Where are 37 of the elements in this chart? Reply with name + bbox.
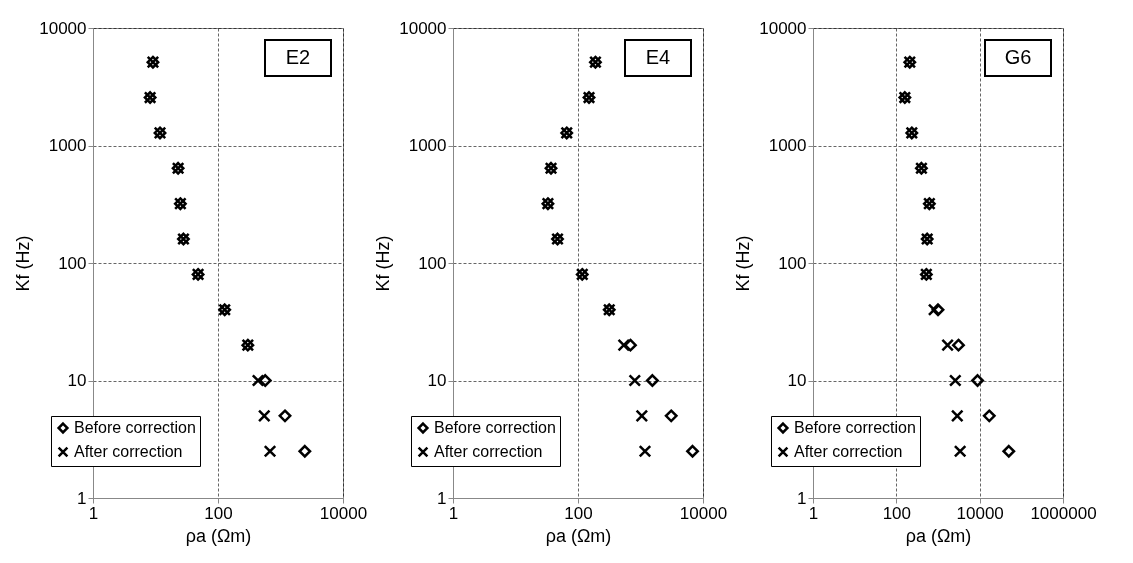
- y-tick-label: 1: [77, 488, 87, 508]
- y-axis-title: Kf (Hz): [733, 235, 754, 292]
- y-tick-label: 1: [797, 488, 807, 508]
- y-tick-label: 10: [67, 371, 87, 390]
- x-tick-label: 100: [204, 503, 233, 523]
- x-axis-title: ρa (Ωm): [905, 525, 972, 546]
- y-tick-label: 10000: [39, 18, 87, 38]
- y-tick-label: 1000: [408, 136, 447, 155]
- legend-label: After correction: [74, 443, 183, 460]
- y-tick-label: 10000: [759, 18, 807, 38]
- legend-label: Before correction: [74, 419, 196, 436]
- x-tick-label: 1000000: [1030, 503, 1097, 523]
- y-tick-label: 100: [58, 253, 87, 273]
- x-tick-label: 10000: [956, 503, 1004, 523]
- y-tick-label: 10000: [399, 18, 447, 38]
- x-tick-label: 10000: [679, 503, 728, 523]
- legend-label: Before correction: [434, 419, 556, 436]
- y-tick-label: 1000: [768, 136, 807, 155]
- x-tick-label: 100: [564, 503, 593, 523]
- y-axis-title: Kf (Hz): [373, 235, 394, 292]
- y-tick-label: 100: [778, 253, 807, 273]
- x-tick-label: 100: [882, 503, 912, 523]
- annotation: E4: [645, 46, 671, 68]
- annotation: E2: [285, 46, 311, 68]
- y-tick-label: 100: [418, 253, 447, 273]
- y-tick-label: 10: [787, 371, 807, 390]
- legend-label: Before correction: [794, 419, 916, 436]
- y-tick-label: 1: [437, 488, 447, 508]
- legend-label: After correction: [794, 443, 903, 460]
- y-tick-label: 10: [427, 371, 447, 390]
- legend-label: After correction: [434, 443, 543, 460]
- x-axis-title: ρa (Ωm): [545, 525, 612, 546]
- x-axis-title: ρa (Ωm): [185, 525, 252, 546]
- x-tick-label: 10000: [319, 503, 368, 523]
- y-tick-label: 1000: [48, 136, 87, 155]
- y-axis-title: Kf (Hz): [13, 235, 34, 292]
- annotation: G6: [1004, 46, 1032, 68]
